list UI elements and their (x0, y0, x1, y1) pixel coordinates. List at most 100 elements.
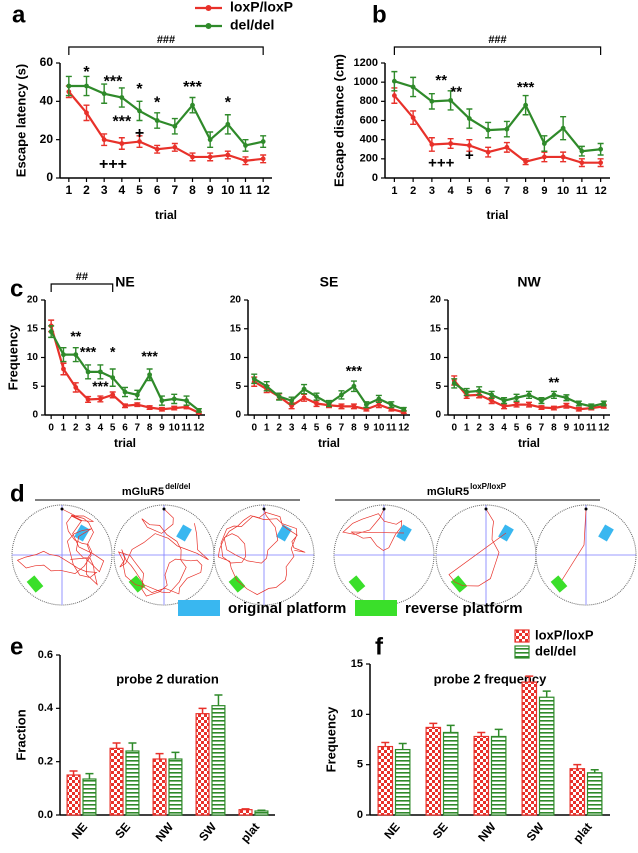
start-dot (484, 507, 488, 511)
x-tick-label: 5 (466, 185, 472, 197)
x-tick-label: 12 (595, 185, 607, 197)
point (451, 380, 457, 386)
x-tick-label: SE (430, 820, 451, 841)
error-bar (69, 770, 78, 775)
x-tick-label: 2 (276, 423, 282, 434)
y-tick-label: 200 (360, 153, 378, 165)
swim-track (342, 508, 405, 551)
point (448, 141, 454, 146)
bar (394, 748, 411, 816)
x-tick-label: 7 (504, 185, 510, 197)
panel-label: a (12, 1, 26, 28)
legend-label: del/del (230, 17, 274, 33)
point (598, 160, 604, 166)
x-tick-label: 12 (598, 423, 610, 434)
point (339, 392, 344, 398)
point (598, 146, 604, 152)
point (264, 383, 270, 389)
panel-label: d (10, 480, 25, 507)
x-tick-label: 1 (264, 423, 270, 434)
point (171, 405, 177, 411)
bar (442, 731, 459, 816)
point (489, 398, 495, 404)
significance: *** (141, 348, 158, 364)
point (301, 386, 307, 392)
x-tick-label: plat (238, 820, 262, 845)
bracket-label: ### (488, 34, 506, 46)
point (84, 83, 89, 89)
bar (586, 772, 603, 816)
point (560, 154, 566, 160)
x-tick-label: 10 (373, 423, 385, 434)
swim-track (16, 508, 105, 586)
start-dot (382, 507, 386, 511)
y-tick-label: 10 (430, 352, 442, 363)
y-tick-label: 600 (360, 114, 378, 126)
bar (490, 735, 507, 816)
error-bar (85, 772, 94, 779)
x-axis-label: trial (114, 436, 136, 450)
x-tick-label: 9 (564, 423, 570, 434)
point (85, 397, 91, 402)
point (159, 406, 165, 412)
point (276, 394, 282, 399)
x-tick-label: 10 (221, 183, 235, 197)
x-tick-label: 9 (207, 183, 214, 197)
point (351, 403, 357, 409)
swim-track (448, 508, 507, 587)
point (260, 156, 266, 162)
significance: ** (450, 84, 462, 101)
bracket-label: ## (76, 271, 88, 283)
point (84, 110, 89, 116)
y-tick-label: 0.6 (38, 649, 53, 661)
point (326, 401, 332, 406)
y-tick-label: 40 (40, 94, 54, 108)
point (301, 395, 307, 401)
y-tick-label: 5 (235, 381, 241, 392)
x-tick-label: NE (381, 820, 402, 842)
error-bar (112, 742, 121, 749)
y-tick-label: 15 (230, 323, 242, 334)
x-tick-label: 5 (314, 423, 320, 434)
bar (538, 696, 555, 816)
error-bar (494, 728, 503, 737)
point (363, 402, 369, 408)
point (539, 398, 544, 404)
point (154, 118, 160, 123)
point (122, 403, 128, 409)
start-dot (60, 507, 64, 511)
point (501, 403, 507, 409)
point (410, 84, 416, 90)
x-tick-label: 7 (171, 183, 178, 197)
x-tick-label: 10 (169, 423, 181, 434)
error-bar (155, 752, 164, 759)
point (196, 408, 202, 413)
chart-title: NW (517, 274, 541, 290)
bracket (50, 283, 114, 292)
start-dot (262, 507, 266, 511)
legend-label: del/del (535, 643, 576, 658)
x-tick-label: 11 (239, 183, 252, 197)
x-tick-label: 2 (83, 183, 90, 197)
chart-title: probe 2 frequency (434, 671, 547, 686)
point (61, 366, 66, 372)
x-axis-label: trial (318, 436, 340, 450)
point (225, 121, 231, 127)
point (207, 154, 213, 160)
significance: * (83, 64, 90, 81)
series-line (394, 80, 601, 153)
reverse-platform (128, 575, 146, 593)
error-bar (214, 694, 223, 706)
x-tick-label: 11 (181, 423, 192, 434)
point (504, 126, 510, 132)
point (110, 392, 116, 398)
point (97, 396, 103, 402)
error-bar (198, 707, 207, 714)
point (391, 78, 397, 84)
point (101, 137, 107, 143)
x-tick-label: 3 (429, 185, 435, 197)
x-tick-label: 11 (586, 423, 597, 434)
x-tick-label: 8 (523, 185, 529, 197)
point (504, 144, 510, 150)
